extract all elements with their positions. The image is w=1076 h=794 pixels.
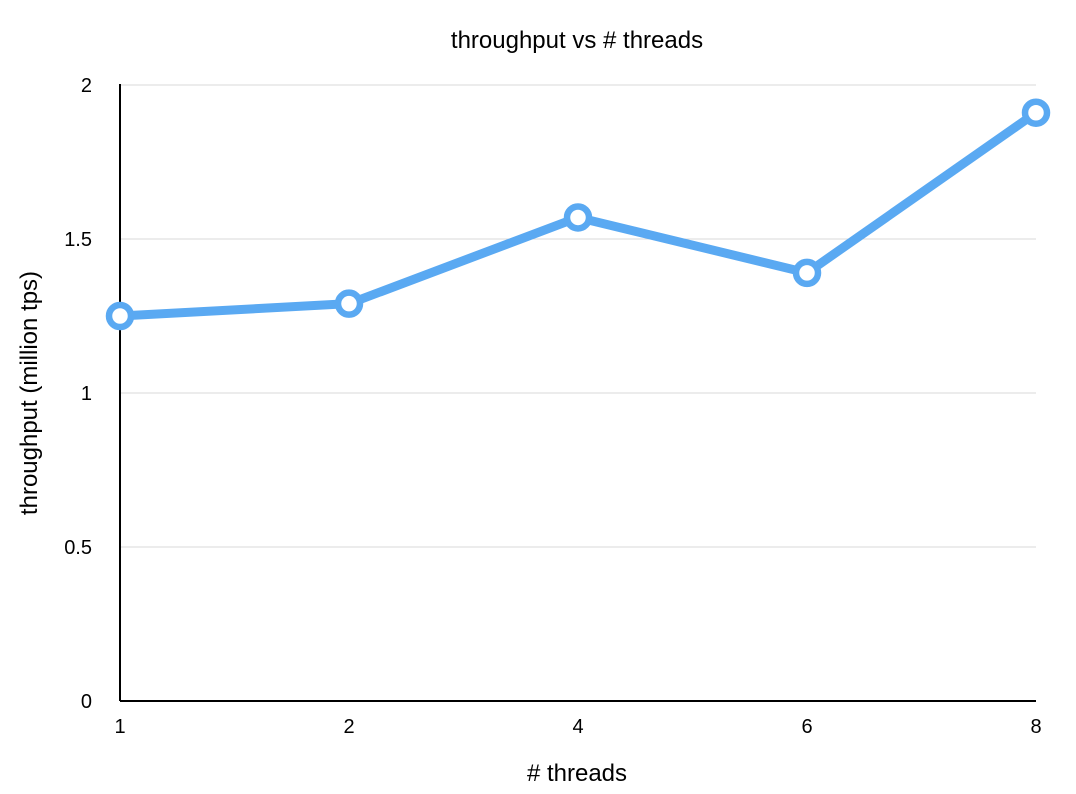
x-tick-label: 6 bbox=[801, 716, 812, 738]
x-axis-title: # threads bbox=[527, 760, 627, 787]
x-tick-label: 8 bbox=[1030, 716, 1041, 738]
y-axis-title: throughput (million tps) bbox=[16, 271, 43, 515]
data-point bbox=[563, 203, 593, 232]
x-tick-label: 1 bbox=[114, 716, 125, 738]
y-axis-ticks: 0 0.5 1 1.5 2 bbox=[64, 75, 92, 713]
y-tick-label: 2 bbox=[81, 75, 92, 97]
chart-title: throughput vs # threads bbox=[451, 27, 703, 54]
y-tick-label: 1 bbox=[81, 383, 92, 405]
y-tick-label: 0.5 bbox=[64, 537, 92, 559]
x-tick-label: 4 bbox=[572, 716, 583, 738]
data-point bbox=[105, 301, 135, 331]
x-tick-label: 2 bbox=[343, 716, 354, 738]
x-axis-ticks: 1 2 4 6 8 bbox=[114, 716, 1041, 738]
data-point bbox=[1021, 98, 1051, 127]
data-point bbox=[792, 258, 822, 288]
y-tick-label: 1.5 bbox=[64, 229, 92, 251]
data-points bbox=[105, 98, 1051, 331]
y-tick-label: 0 bbox=[81, 691, 92, 713]
gridlines bbox=[120, 84, 1036, 548]
data-point bbox=[334, 289, 364, 318]
